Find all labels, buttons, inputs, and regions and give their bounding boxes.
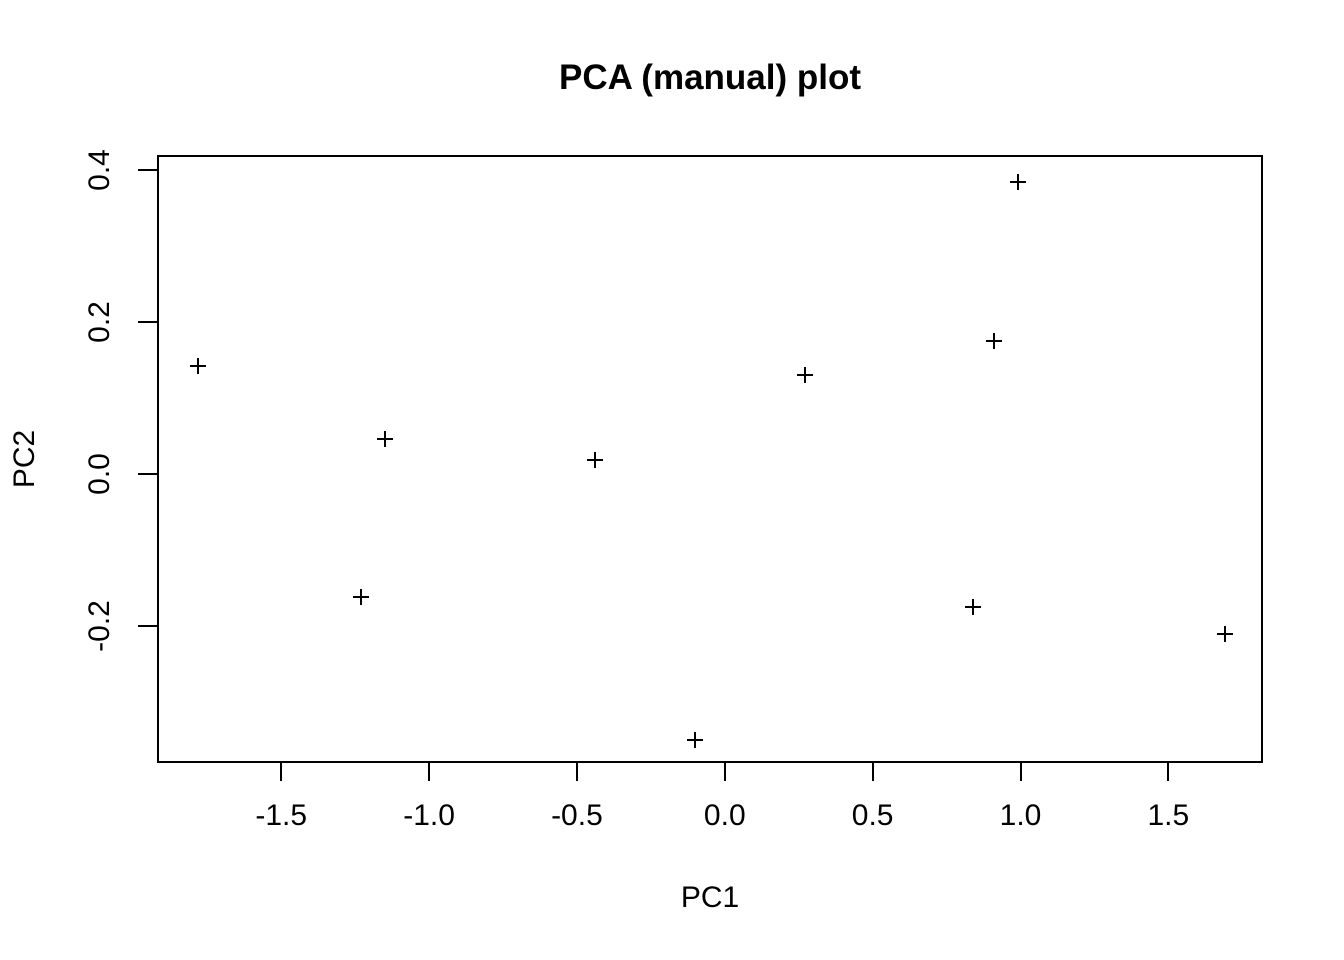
y-axis-label: PC2 [8,429,41,489]
y-axis-tick [138,321,157,324]
y-axis-tick-label: -0.2 [83,600,116,653]
data-point-marker [796,366,813,383]
data-point-marker [985,333,1002,350]
y-axis-tick [138,473,157,476]
y-axis-tick-label: 0.0 [83,453,116,496]
x-axis-tick [280,763,283,781]
data-point-marker [687,732,704,749]
x-axis-tick [1167,763,1170,781]
x-axis-tick [1019,763,1022,781]
chart-title: PCA (manual) plot [558,58,862,97]
x-axis-tick-label: -1.5 [255,799,308,832]
y-axis-tick-label: 0.2 [83,301,116,344]
x-axis-label: PC1 [680,881,740,914]
y-axis-tick-label: 0.4 [83,149,116,192]
plot-area-box [157,155,1263,763]
y-axis-tick [138,169,157,172]
x-axis-tick-label: -1.0 [403,799,455,832]
data-point-marker [1216,625,1233,642]
x-axis-tick [723,763,726,781]
x-axis-tick-label: 0.0 [703,799,746,832]
x-axis-tick-label: 0.5 [851,799,894,832]
y-axis-tick [138,625,157,628]
data-point-marker [965,599,982,616]
data-point-marker [353,589,370,606]
data-point-marker [586,451,603,468]
data-point-marker [1009,174,1026,191]
data-point-marker [376,431,393,448]
x-axis-tick [575,763,578,781]
x-axis-tick-label: 1.5 [1147,799,1190,832]
x-axis-tick [428,763,431,781]
data-point-marker [190,357,207,374]
x-axis-tick-label: 1.0 [999,799,1042,832]
x-axis-tick-label: -0.5 [551,799,603,832]
x-axis-tick [871,763,874,781]
